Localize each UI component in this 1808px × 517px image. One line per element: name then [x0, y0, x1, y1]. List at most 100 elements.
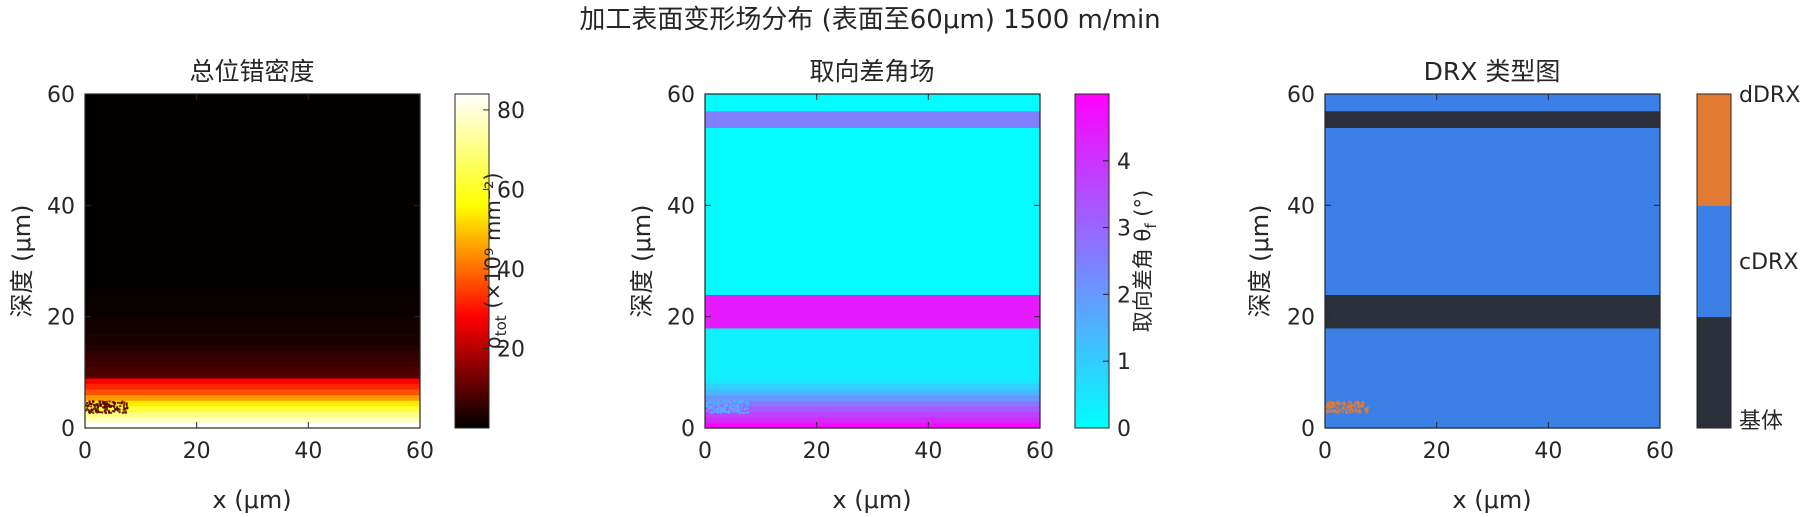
y-axis-label: 深度 (μm): [628, 204, 656, 317]
x-tick-label: 60: [1646, 439, 1674, 464]
depth-band: [705, 389, 1040, 396]
colorbar-tick-label: 2: [1117, 283, 1131, 308]
axis-ticks: 0 20 40 60 0 20 40 60: [47, 83, 434, 464]
depth-band: [85, 355, 420, 362]
depth-band: [85, 383, 420, 390]
depth-band: [1325, 127, 1660, 296]
depth-band: [85, 416, 420, 424]
y-axis-label: 深度 (μm): [1246, 204, 1274, 317]
depth-band: [1325, 110, 1660, 128]
y-tick-label: 40: [1287, 194, 1315, 219]
panel-title: DRX 类型图: [1424, 57, 1561, 86]
depth-band: [85, 288, 420, 318]
x-tick-label: 0: [78, 439, 92, 464]
plot-frame: [84, 93, 421, 429]
colorbar-tick-label: 4: [1117, 150, 1131, 175]
colorbar-tick-label: 20: [497, 337, 525, 362]
colorbar-category-label: cDRX: [1739, 250, 1798, 275]
depth-band: [705, 405, 1040, 412]
depth-band: [85, 344, 420, 351]
depth-band: [1325, 294, 1660, 329]
colorbar-tick-label: 1: [1117, 350, 1131, 375]
colorbar: 20 40 60 80 ρtot (×10⁹ mm⁻²): [454, 93, 525, 429]
x-axis-label: x (μm): [832, 486, 911, 514]
depth-band: [85, 400, 420, 407]
depth-band: [85, 316, 420, 334]
colorbar-label: ρtot (×10⁹ mm⁻²): [481, 172, 510, 349]
depth-band: [85, 389, 420, 396]
colorbar-tick-label: 60: [497, 178, 525, 203]
depth-band: [85, 350, 420, 357]
x-tick-label: 0: [1318, 439, 1332, 464]
colorbar-category-label: 基体: [1739, 409, 1783, 434]
colorbar-gradient: [1074, 93, 1110, 429]
heatmap-bands: [85, 94, 420, 429]
colorbar-tick-label: 40: [497, 258, 525, 283]
depth-band: [85, 366, 420, 373]
figure-title: 加工表面变形场分布 (表面至60μm) 1500 m/min: [579, 5, 1160, 35]
x-axis-label: x (μm): [212, 486, 291, 514]
colorbar-segment: [1697, 94, 1731, 206]
colorbar-gradient: [454, 93, 490, 429]
x-tick-label: 40: [294, 439, 322, 464]
x-tick-label: 20: [803, 439, 831, 464]
colorbar: 基体 cDRX dDRX: [1696, 83, 1800, 434]
x-tick-label: 40: [1534, 439, 1562, 464]
depth-band: [705, 377, 1040, 385]
speckle-region: [705, 400, 750, 415]
depth-band: [705, 400, 1040, 407]
colorbar-category-label: dDRX: [1739, 83, 1800, 108]
y-tick-label: 20: [667, 306, 695, 331]
depth-band: [85, 361, 420, 368]
depth-band: [705, 383, 1040, 390]
plot-frame: [1324, 93, 1661, 429]
speckle-region: [85, 400, 129, 414]
axis-ticks: 0 20 40 60 0 20 40 60: [667, 83, 1054, 464]
panel-title: 总位错密度: [189, 57, 314, 86]
depth-band: [85, 422, 420, 429]
panel-title: 取向差角场: [809, 57, 934, 86]
depth-band: [705, 127, 1040, 296]
depth-band: [85, 94, 420, 290]
heatmap-bands: [1325, 94, 1660, 429]
depth-band: [1325, 94, 1660, 112]
colorbar-segment: [1697, 205, 1731, 318]
x-axis-label: x (μm): [1452, 486, 1531, 514]
colorbar-tick-label: 3: [1117, 217, 1131, 242]
depth-band: [705, 294, 1040, 329]
y-tick-label: 0: [681, 417, 695, 442]
x-tick-label: 20: [183, 439, 211, 464]
y-tick-label: 60: [47, 83, 75, 108]
y-tick-label: 40: [667, 194, 695, 219]
y-tick-label: 0: [1301, 417, 1315, 442]
depth-band: [85, 333, 420, 346]
colorbar-tick-label: 80: [497, 99, 525, 124]
depth-band: [85, 411, 420, 418]
depth-band: [705, 110, 1040, 128]
x-tick-label: 60: [1026, 439, 1054, 464]
x-tick-label: 0: [698, 439, 712, 464]
depth-band: [1325, 327, 1660, 429]
colorbar-tick-label: 0: [1117, 417, 1131, 442]
plot-frame: [704, 93, 1041, 429]
depth-band: [705, 416, 1040, 424]
x-tick-label: 60: [406, 439, 434, 464]
depth-band: [85, 405, 420, 412]
y-tick-label: 0: [61, 417, 75, 442]
depth-band: [85, 372, 420, 379]
panel-drx-type: DRX 类型图 0 20 40 60 0 20 40 60 x (μm) 深度 (μm) 基体…: [1246, 57, 1800, 514]
depth-band: [705, 327, 1040, 379]
depth-band: [705, 422, 1040, 429]
depth-band: [85, 377, 420, 385]
colorbar-segment: [1697, 316, 1731, 429]
axis-ticks: 0 20 40 60 0 20 40 60: [1287, 83, 1674, 464]
depth-band: [705, 411, 1040, 418]
colorbar-label: 取向差角 θf (°): [1131, 190, 1160, 332]
speckle-region: [1325, 400, 1370, 415]
x-tick-label: 40: [914, 439, 942, 464]
depth-band: [705, 394, 1040, 401]
x-tick-label: 20: [1423, 439, 1451, 464]
depth-band: [705, 94, 1040, 112]
heatmap-bands: [705, 94, 1040, 429]
